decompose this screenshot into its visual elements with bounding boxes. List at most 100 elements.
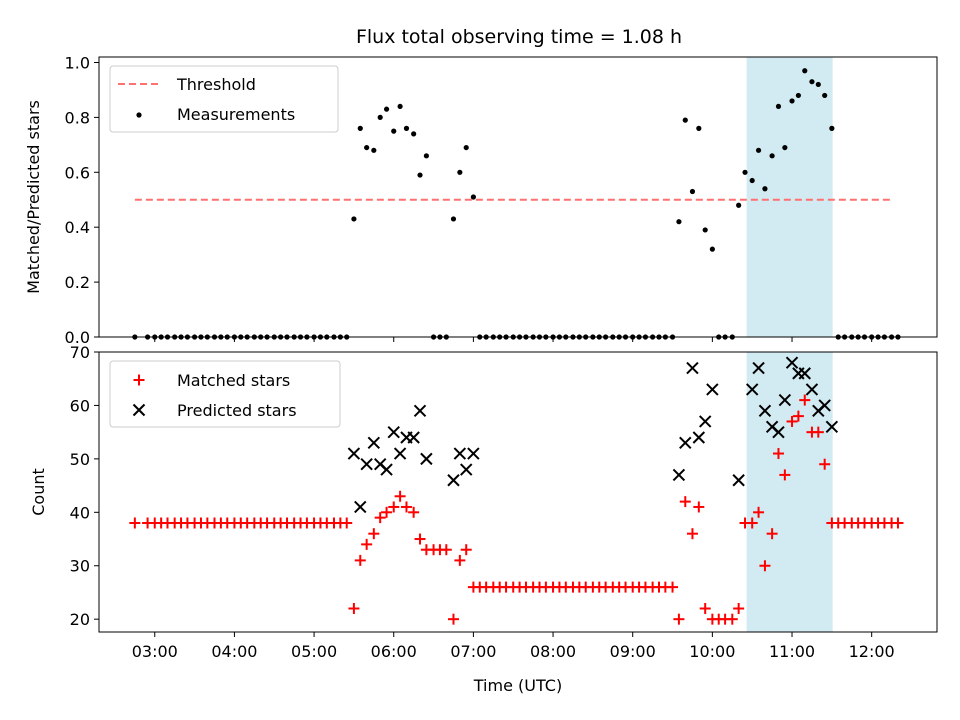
top-legend: Threshold Measurements [109,65,339,133]
matched-point [361,538,373,550]
measurement-point [423,153,429,159]
predicted-point [447,474,460,487]
cross-b [698,415,712,428]
top-y-tick-label: 1.0 [65,53,90,72]
x-tick-label: 08:00 [530,642,576,661]
matched-point [679,496,691,508]
matched-point [819,458,831,470]
x-axis-label: Time (UTC) [473,676,562,695]
top-y-tick-label: 0.6 [65,163,90,182]
measurement-point [789,98,795,104]
legend-measurements-label: Measurements [177,105,295,124]
bottom-y-tick-label: 50 [70,450,90,469]
cross-b [460,463,473,476]
bottom-y-axis-label: Count [29,468,48,516]
measurement-point [450,216,457,222]
matched-point [699,602,711,614]
matched-stars-series [129,394,904,625]
matched-point [792,410,804,422]
cross-b [778,393,792,407]
cross-b [467,447,480,460]
predicted-point [407,431,420,444]
matched-point [799,394,811,406]
legend-threshold-label: Threshold [176,75,256,94]
measurement-point [377,114,383,120]
matched-point [686,528,698,540]
cross-b [447,474,460,487]
predicted-point [698,415,712,428]
x-tick-label: 12:00 [849,642,895,661]
predicted-point [679,436,692,450]
predicted-point [413,404,427,417]
x-tick-label: 03:00 [132,642,178,661]
matched-point [447,613,459,625]
cross-b [373,458,387,471]
predicted-point [778,393,792,407]
measurement-point [709,246,715,252]
cross-b [772,425,785,439]
measurement-point [457,169,463,175]
cross-b [692,431,706,444]
matched-point [400,501,412,513]
measurement-point [689,188,696,195]
x-tick-label: 11:00 [769,642,815,661]
cross-b [765,420,779,434]
bottom-y-tick-label: 70 [70,343,90,362]
bottom-y-tick-label: 60 [70,396,90,415]
cross-b [679,436,692,450]
cross-b [380,463,393,476]
predicted-point [420,452,433,466]
matched-point [354,554,366,566]
top-y-tick-label: 0.0 [65,328,90,347]
predicted-point [732,474,745,487]
predicted-point [380,463,393,476]
legend-measurements-swatch [136,112,142,118]
predicted-point [706,383,719,396]
measurement-point [736,202,742,208]
top-y-tick-label: 0.2 [65,273,90,292]
cross-b [805,383,819,396]
cross-b [798,367,811,380]
cross-b [758,404,772,417]
bottom-y-tick-label: 20 [70,610,90,629]
matched-point [374,512,386,524]
cross-b [413,404,427,417]
top-axes-frame [98,56,938,338]
matched-point [753,506,765,518]
measurement-point [351,216,357,222]
matched-point [381,506,393,518]
bottom-axes-frame [98,351,938,633]
cross-b [393,447,407,460]
predicted-point [453,447,467,460]
predicted-point [467,447,480,460]
measurement-point [676,219,682,225]
cross-b [132,403,146,417]
legend-matched-label: Matched stars [177,371,290,390]
measurement-point [822,92,828,99]
bottom-legend: Matched stars Predicted stars [109,360,341,428]
legend-predicted-swatch [132,403,146,417]
matched-point [667,581,679,593]
cross-b [420,452,433,466]
bottom-x-ticks: 03:00 04:00 05:00 06:00 07:00 08:00 09:00 10:00… [132,632,895,661]
measurement-point [682,117,688,123]
predicted-point [772,425,785,439]
predicted-point [393,447,407,460]
matched-point [772,448,784,460]
matched-point [388,501,400,513]
matched-point [408,506,420,518]
top-y-axis-label: Matched/Predicted stars [24,100,43,294]
legend-plus [133,374,145,386]
chart-title: Flux total observing time = 1.08 h [356,26,682,48]
legend-predicted-label: Predicted stars [177,401,297,420]
cross-b [785,356,799,369]
measurement-point [702,227,708,233]
cross-b [387,425,400,439]
bottom-panel: 20 30 40 50 60 70 03:00 04:00 05:00 06:00 07:00 08… [29,343,938,695]
cross-b [752,361,765,375]
predicted-point [758,404,772,417]
predicted-point [347,447,361,460]
predicted-point [785,356,799,369]
measurement-point [411,131,417,137]
